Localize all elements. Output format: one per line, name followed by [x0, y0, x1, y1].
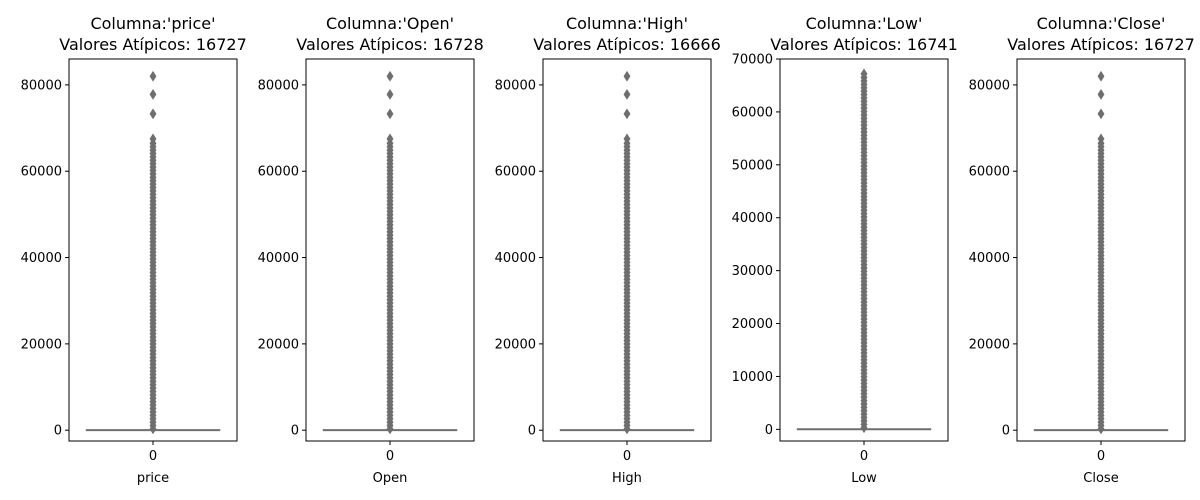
subplot-title-outliers: Valores Atípicos: 16741	[770, 35, 958, 54]
x-tick-label: 0	[623, 449, 631, 464]
outlier-point	[149, 88, 157, 100]
y-tick-label: 20000	[495, 337, 536, 352]
x-axis-label: price	[137, 471, 169, 486]
x-tick-label: 0	[386, 449, 394, 464]
subplot-title-outliers: Valores Atípicos: 16727	[1007, 35, 1195, 54]
y-tick-label: 40000	[495, 251, 536, 266]
outlier-point	[386, 88, 394, 100]
y-tick-label: 80000	[258, 78, 299, 93]
y-tick-label: 40000	[258, 251, 299, 266]
y-tick-label: 60000	[732, 105, 773, 120]
subplot-title-column: Columna:'Open'	[326, 14, 454, 33]
outlier-point	[623, 108, 631, 120]
x-tick-label: 0	[860, 449, 868, 464]
subplot-close: Columna:'Close' Valores Atípicos: 16727 0 2…	[969, 14, 1195, 486]
x-axis-label: Low	[851, 471, 877, 486]
subplot-open: Columna:'Open' Valores Atípicos: 16728 0 20…	[258, 14, 484, 486]
x-axis-label: Close	[1083, 471, 1118, 486]
y-tick-label: 0	[528, 424, 536, 439]
subplot-title-column: Columna:'Close'	[1037, 14, 1166, 33]
y-tick-label: 80000	[21, 78, 62, 93]
y-tick-label: 50000	[732, 158, 773, 173]
y-tick-label: 20000	[258, 337, 299, 352]
subplot-title-column: Columna:'Low'	[806, 14, 923, 33]
y-tick-label: 60000	[21, 165, 62, 180]
subplot-grid: Columna:'price' Valores Atípicos: 16727 0 2…	[21, 14, 1195, 486]
y-tick-label: 40000	[21, 251, 62, 266]
y-tick-label: 20000	[732, 317, 773, 332]
outlier-point	[1097, 133, 1105, 145]
outlier-point	[1097, 70, 1105, 82]
outlier-point	[623, 133, 631, 145]
y-tick-label: 30000	[732, 264, 773, 279]
subplot-title-outliers: Valores Atípicos: 16727	[59, 35, 247, 54]
subplot-title-outliers: Valores Atípicos: 16728	[296, 35, 484, 54]
subplot-high: Columna:'High' Valores Atípicos: 16666 0 20…	[495, 14, 721, 486]
y-tick-label: 70000	[732, 53, 773, 68]
y-tick-label: 60000	[495, 165, 536, 180]
y-tick-label: 0	[765, 423, 773, 438]
y-tick-label: 20000	[969, 337, 1010, 352]
subplot-title-outliers: Valores Atípicos: 16666	[533, 35, 721, 54]
y-tick-label: 40000	[732, 211, 773, 226]
subplot-price: Columna:'price' Valores Atípicos: 16727 0 2…	[21, 14, 247, 486]
y-tick-label: 20000	[21, 337, 62, 352]
outlier-point	[1097, 108, 1105, 120]
outlier-point	[386, 70, 394, 82]
outlier-point	[1097, 88, 1105, 100]
y-tick-label: 40000	[969, 251, 1010, 266]
outlier-point	[860, 68, 868, 80]
outlier-point	[623, 88, 631, 100]
x-axis-label: Open	[373, 471, 408, 486]
y-tick-label: 80000	[495, 78, 536, 93]
y-tick-label: 0	[54, 424, 62, 439]
subplot-title-column: Columna:'price'	[90, 14, 215, 33]
y-tick-label: 0	[1002, 424, 1010, 439]
outlier-point	[149, 133, 157, 145]
outlier-point	[623, 70, 631, 82]
y-tick-label: 60000	[969, 165, 1010, 180]
outlier-point	[149, 108, 157, 120]
outlier-point	[386, 108, 394, 120]
subplot-low: Columna:'Low' Valores Atípicos: 16741 0 100…	[732, 14, 958, 486]
y-tick-label: 60000	[258, 165, 299, 180]
y-tick-label: 10000	[732, 370, 773, 385]
x-tick-label: 0	[149, 449, 157, 464]
outlier-point	[149, 70, 157, 82]
y-tick-label: 80000	[969, 78, 1010, 93]
subplot-title-column: Columna:'High'	[566, 14, 688, 33]
x-tick-label: 0	[1097, 449, 1105, 464]
x-axis-label: High	[612, 471, 642, 486]
y-tick-label: 0	[291, 424, 299, 439]
outlier-point	[386, 133, 394, 145]
